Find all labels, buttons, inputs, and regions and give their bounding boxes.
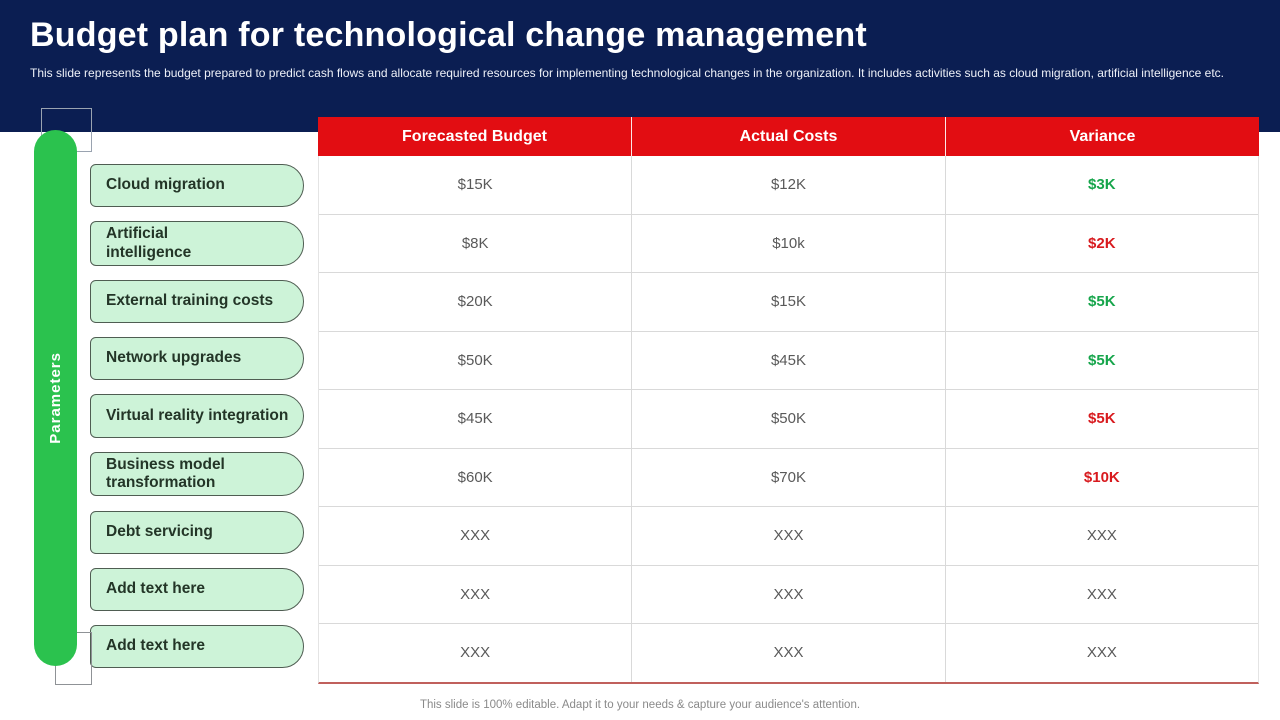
parameter-pill-virtual-reality-integration: Virtual reality integration	[90, 394, 304, 438]
table-cell-forecasted: XXX	[319, 565, 633, 623]
pill-label: External training costs	[106, 292, 274, 310]
parameter-pill-add-text-2: Add text here	[90, 625, 304, 668]
table-cell-actual: XXX	[632, 624, 946, 682]
editable-note: This slide is 100% editable. Adapt it to…	[419, 699, 861, 711]
table-cell-variance: XXX	[1086, 527, 1117, 545]
table-cell-forecasted: XXX	[319, 507, 633, 565]
table-row: $50K $45K $5K	[319, 331, 1258, 390]
table-cell-variance: $5K	[1088, 351, 1116, 369]
page-title: Budget plan for technological change man…	[30, 16, 867, 54]
table-cell-forecasted: $50K	[319, 331, 633, 389]
parameter-pill-network-upgrades: Network upgrades	[90, 337, 304, 380]
parameter-pill-cloud-migration: Cloud migration	[90, 164, 304, 207]
table-row: $20K $15K $5K	[319, 273, 1258, 332]
table-cell-forecasted: XXX	[319, 624, 633, 682]
pill-label: Business model transformation	[106, 455, 225, 491]
table-cell-actual: $70K	[632, 448, 946, 506]
pill-label: Debt servicing	[106, 523, 213, 541]
pill-label: Artificial intelligence	[106, 225, 192, 261]
table-row: XXX XXX XXX	[319, 565, 1258, 624]
table-cell-actual: $12K	[632, 156, 946, 214]
pill-label: Cloud migration	[106, 176, 225, 194]
table-cell-actual: $45K	[632, 331, 946, 389]
table-cell-variance: $3K	[1088, 176, 1116, 194]
table-row: $15K $12K $3K	[319, 156, 1258, 215]
parameter-pill-add-text-1: Add text here	[90, 568, 304, 611]
slide-subtitle: This slide represents the budget prepare…	[30, 66, 1224, 80]
table-cell-actual: $10k	[632, 214, 946, 272]
pill-label: Add text here	[106, 580, 206, 598]
table-cell-variance: $2K	[1088, 234, 1116, 252]
parameter-pill-external-training-costs: External training costs	[90, 280, 304, 323]
table-cell-variance: $5K	[1088, 410, 1116, 428]
table-cell-actual: $50K	[632, 390, 946, 448]
slide-header: Budget plan for technological change man…	[0, 0, 1280, 132]
pill-label: Add text here	[106, 637, 206, 655]
budget-table: Forecasted Budget Actual Costs Variance …	[318, 117, 1259, 684]
table-header-forecasted-budget: Forecasted Budget	[318, 117, 632, 156]
table-cell-forecasted: $15K	[319, 156, 633, 214]
table-cell-forecasted: $60K	[319, 448, 633, 506]
table-body: $15K $12K $3K $8K $10k $2K $20K $15K $5K…	[318, 156, 1259, 684]
table-cell-variance: $10K	[1083, 468, 1120, 486]
table-header-row: Forecasted Budget Actual Costs Variance	[318, 117, 1259, 156]
parameter-pill-artificial-intelligence: Artificial intelligence	[90, 221, 304, 266]
parameter-pill-debt-servicing: Debt servicing	[90, 511, 304, 554]
pill-label: Virtual reality integration	[106, 406, 289, 424]
parameters-label: Parameters	[47, 352, 64, 444]
parameter-pill-business-model-transformation: Business model transformation	[90, 452, 304, 496]
table-cell-forecasted: $45K	[319, 390, 633, 448]
table-row: XXX XXX XXX	[319, 507, 1258, 566]
table-cell-variance: $5K	[1088, 293, 1116, 311]
table-cell-forecasted: $20K	[319, 273, 633, 331]
parameters-bar: Parameters	[34, 130, 77, 666]
table-cell-actual: XXX	[632, 565, 946, 623]
table-row: XXX XXX XXX	[319, 624, 1258, 682]
pill-label: Network upgrades	[106, 349, 242, 367]
table-header-variance: Variance	[1069, 127, 1136, 145]
table-cell-variance: XXX	[1086, 644, 1117, 662]
table-row: $60K $70K $10K	[319, 448, 1258, 507]
table-cell-actual: XXX	[632, 507, 946, 565]
table-cell-variance: XXX	[1086, 585, 1117, 603]
table-cell-actual: $15K	[632, 273, 946, 331]
table-row: $45K $50K $5K	[319, 390, 1258, 449]
table-cell-forecasted: $8K	[319, 214, 633, 272]
table-header-actual-costs: Actual Costs	[632, 117, 946, 156]
table-row: $8K $10k $2K	[319, 214, 1258, 273]
